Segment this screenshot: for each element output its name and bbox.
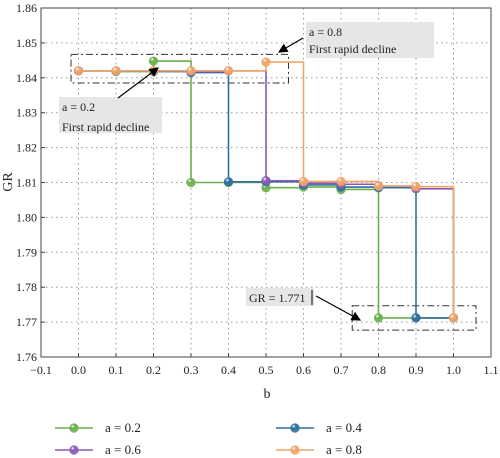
legend-label: a = 0.8 <box>326 442 362 457</box>
x-tick-label: 0.4 <box>221 363 236 377</box>
legend-marker <box>69 423 79 433</box>
legend-label: a = 0.4 <box>326 420 362 435</box>
y-tick-label: 1.86 <box>16 1 37 15</box>
data-point <box>261 176 271 186</box>
annotation-labels: a = 0.8 First rapid decline a = 0.2 First r… <box>59 22 434 321</box>
x-tick-label: 0.5 <box>259 363 274 377</box>
x-tick-label: 0.9 <box>409 363 424 377</box>
data-point <box>298 176 309 187</box>
bottom-dashed-box <box>351 305 477 331</box>
data-point <box>223 177 234 187</box>
y-tick-label: 1.80 <box>16 210 37 224</box>
series-group <box>73 56 459 323</box>
data-point <box>373 313 384 323</box>
x-tick-label: 0.6 <box>296 363 311 377</box>
legend-label: a = 0.2 <box>105 420 141 435</box>
annotation-a02-text: a = 0.2 <box>62 100 95 114</box>
data-point <box>411 182 421 192</box>
data-point <box>373 181 384 191</box>
data-point <box>223 66 234 76</box>
x-tick-label: 0.7 <box>334 363 349 377</box>
x-tick-label: 0.3 <box>184 363 199 377</box>
annotation-gr-text: GR = 1.771 <box>249 291 305 305</box>
top-dashed-box <box>70 53 289 84</box>
legend-label: a = 0.6 <box>105 442 141 457</box>
annotation-gr-bg <box>246 288 314 306</box>
data-point <box>448 313 459 323</box>
data-point <box>411 313 421 323</box>
legend-marker <box>290 423 300 433</box>
data-point <box>336 176 346 187</box>
data-point <box>186 66 196 76</box>
y-tick-label: 1.76 <box>16 350 37 364</box>
x-tick-label: 0.2 <box>146 363 161 377</box>
x-axis-label: b <box>264 387 271 402</box>
annotation-a02-arrow <box>117 67 159 99</box>
y-tick-label: 1.78 <box>16 280 37 294</box>
data-point <box>148 56 159 66</box>
axis-ticks: −0.1 0.0 0.1 0.2 0.3 0.4 0.5 0.6 0.7 0.8 0.9 1.0 1.1… <box>16 1 499 377</box>
y-axis-label: GR <box>1 172 16 192</box>
y-tick-label: 1.82 <box>16 141 37 155</box>
annotation-a08-text: a = 0.8 <box>309 25 342 39</box>
y-tick-label: 1.84 <box>16 71 37 85</box>
annotation-a08-text: First rapid decline <box>309 42 396 56</box>
legend-marker <box>290 445 300 455</box>
x-tick-label: −0.1 <box>30 363 52 377</box>
y-tick-label: 1.79 <box>16 245 37 259</box>
y-tick-label: 1.81 <box>16 176 37 190</box>
legend: a = 0.2 a = 0.4 a = 0.6 a = 0.8 <box>55 420 362 457</box>
annotation-boxes <box>70 53 477 331</box>
x-tick-label: 1.1 <box>484 363 499 377</box>
annotation-a02-bg <box>59 97 162 133</box>
data-point <box>73 66 84 76</box>
x-tick-label: 0.0 <box>71 363 86 377</box>
x-tick-label: 0.8 <box>371 363 386 377</box>
annotation-a08-arrow <box>277 37 304 53</box>
data-point <box>111 66 121 76</box>
x-tick-label: 1.0 <box>446 363 461 377</box>
annotation-a08-bg <box>306 22 434 58</box>
legend-marker <box>69 445 79 455</box>
y-tick-label: 1.83 <box>16 106 37 120</box>
y-tick-label: 1.77 <box>16 315 37 329</box>
y-tick-label: 1.85 <box>16 36 37 50</box>
data-point <box>261 57 271 67</box>
x-tick-label: 0.1 <box>109 363 124 377</box>
annotation-gr-arrow <box>315 295 362 321</box>
data-point <box>186 177 196 188</box>
annotation-a02-text: First rapid decline <box>62 120 149 134</box>
